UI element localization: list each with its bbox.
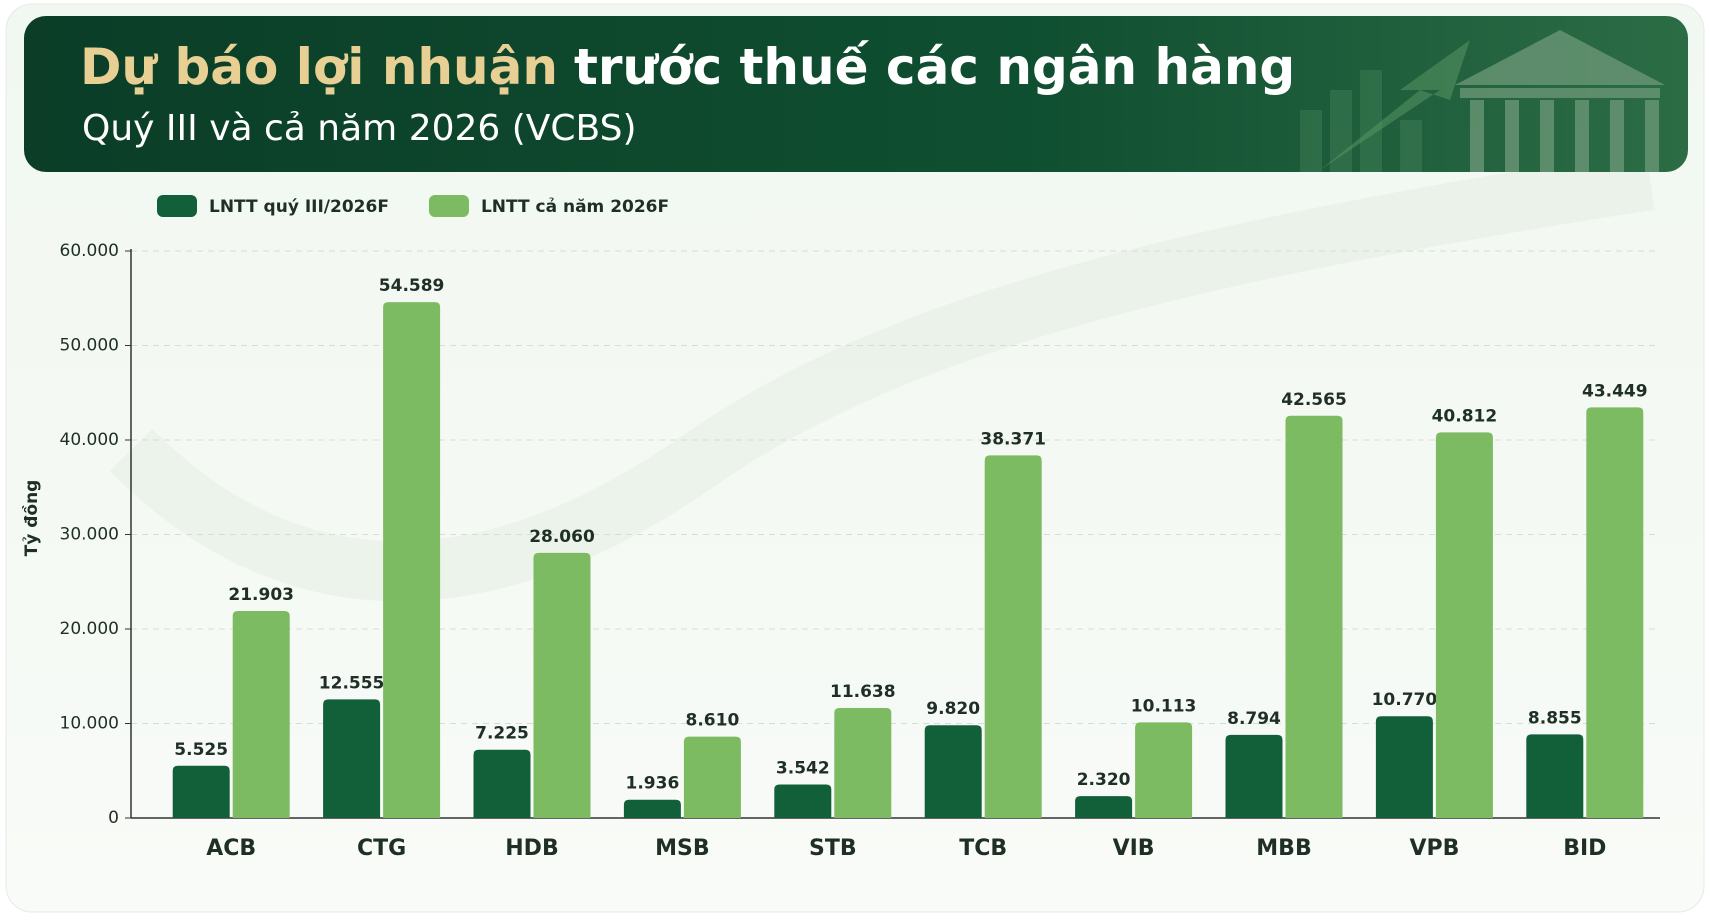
x-tick-label: VPB [1409, 836, 1459, 861]
bar [383, 302, 441, 819]
value-label: 7.225 [475, 724, 529, 744]
x-tick-label: HDB [505, 836, 558, 861]
x-tick-label: VIB [1113, 836, 1155, 861]
value-label: 12.555 [319, 673, 385, 693]
bar [1435, 432, 1493, 818]
y-tick-label: 60.000 [60, 241, 119, 261]
bar [834, 708, 892, 818]
value-label: 28.060 [529, 527, 595, 547]
legend-label: LNTT cả năm 2026F [481, 197, 669, 217]
value-label: 11.638 [830, 682, 896, 702]
value-label: 38.371 [980, 429, 1046, 449]
y-tick-label: 10.000 [60, 714, 119, 734]
bar [1586, 407, 1644, 818]
bar [473, 749, 531, 818]
legend-swatch [157, 195, 197, 217]
x-tick-label: TCB [959, 836, 1007, 861]
bar [774, 784, 832, 818]
x-tick-label: ACB [206, 836, 256, 861]
bar [1075, 796, 1133, 818]
bar [1526, 734, 1584, 818]
value-label: 1.936 [626, 774, 680, 794]
legend-swatch [428, 195, 469, 217]
x-tick-label: MSB [655, 836, 710, 861]
bar [1225, 734, 1283, 818]
bar [1285, 415, 1343, 818]
y-tick-label: 30.000 [60, 525, 119, 545]
value-label: 8.610 [686, 711, 740, 731]
bar [984, 455, 1042, 818]
decor-bank [1455, 30, 1665, 172]
y-tick-label: 40.000 [60, 430, 119, 450]
value-label: 10.113 [1131, 696, 1197, 716]
y-axis-label: Tỷ đồng [21, 480, 42, 557]
bar [533, 552, 591, 818]
value-label: 10.770 [1372, 690, 1438, 710]
title-lead: Dự báo lợi nhuận [80, 38, 558, 96]
value-label: 8.794 [1227, 709, 1281, 729]
bar [683, 736, 741, 818]
x-tick-label: CTG [357, 836, 406, 861]
bar [623, 799, 681, 818]
y-tick-label: 50.000 [60, 336, 119, 356]
value-label: 21.903 [228, 585, 294, 605]
value-label: 43.449 [1582, 381, 1648, 401]
x-tick-label: STB [809, 836, 857, 861]
bar [172, 765, 230, 818]
value-label: 42.565 [1281, 390, 1347, 410]
value-label: 3.542 [776, 759, 830, 779]
chart-title: Dự báo lợi nhuận trước thuế các ngân hàng [80, 38, 1295, 96]
value-label: 8.855 [1528, 708, 1582, 728]
chart-subtitle: Quý III và cả năm 2026 (VCBS) [82, 108, 637, 149]
bar [232, 611, 290, 818]
value-label: 5.525 [174, 740, 228, 760]
value-label: 40.812 [1432, 406, 1498, 426]
bar [924, 725, 982, 818]
value-label: 54.589 [379, 276, 445, 296]
decor-arrow [1320, 40, 1470, 170]
legend-label: LNTT quý III/2026F [209, 197, 389, 217]
y-tick-label: 20.000 [60, 619, 119, 639]
x-tick-label: BID [1563, 836, 1606, 861]
value-label: 9.820 [926, 699, 980, 719]
value-label: 2.320 [1077, 770, 1131, 790]
x-tick-label: MBB [1256, 836, 1311, 861]
title-rest: trước thuế các ngân hàng [574, 38, 1295, 96]
banner [24, 16, 1688, 172]
bar [323, 699, 381, 818]
decor-swoosh [109, 150, 1655, 602]
bar [1375, 716, 1433, 818]
bar [1135, 722, 1193, 818]
y-tick-label: 0 [108, 808, 119, 828]
